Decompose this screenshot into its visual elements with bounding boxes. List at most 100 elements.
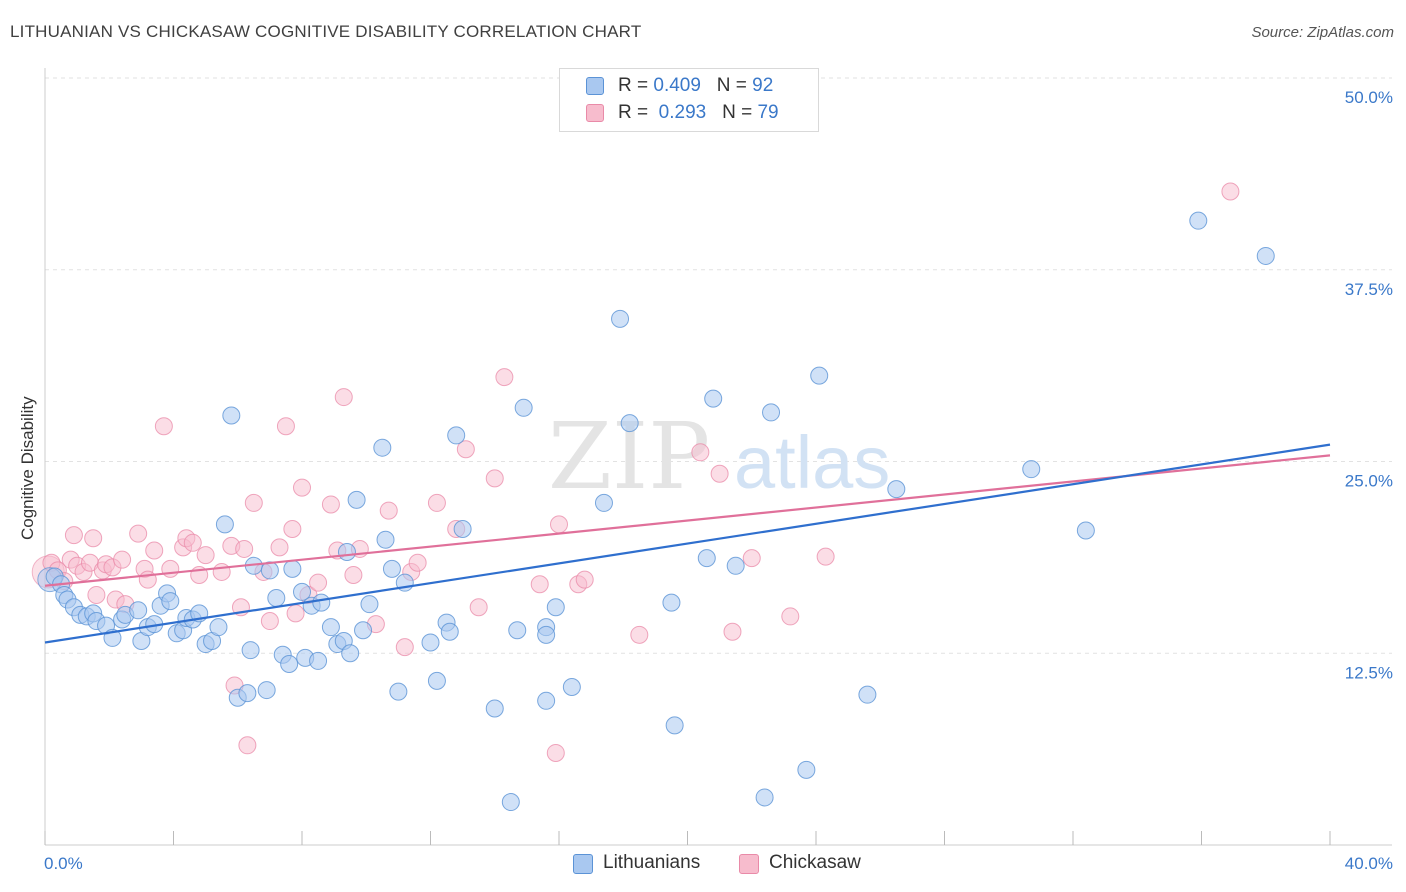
lithuanian-point (382, 559, 401, 578)
lithuanian-point (514, 398, 533, 417)
lithuanian-point (215, 515, 234, 534)
y-tick-label: 12.5% (1345, 663, 1393, 682)
lithuanian-point (354, 621, 373, 640)
trend-lines (44, 443, 1331, 644)
chickasaw-point (196, 546, 215, 565)
legend-stat-lithuanians: R = 0.409 N = 92 (618, 75, 774, 96)
lithuanian-point (546, 598, 565, 617)
legend-swatch-lithuanians (573, 854, 593, 874)
watermark: ZIP atlas (548, 403, 890, 510)
chickasaw-point (816, 547, 835, 566)
chickasaw-point (781, 607, 800, 626)
chickasaw-point (575, 570, 594, 589)
chickasaw-point (485, 469, 504, 488)
lithuanian-point (209, 618, 228, 637)
lithuanian-point (129, 601, 148, 620)
chickasaw-point (293, 478, 311, 497)
lithuanian-trend-line (44, 443, 1331, 644)
chickasaw-point (64, 526, 83, 545)
lithuanian-point (594, 493, 613, 512)
tick-labels: 12.5% 25.0% 37.5% 50.0% 0.0% 40.0% (44, 88, 1393, 873)
chickasaw-point (87, 585, 106, 604)
lithuanian-point (665, 716, 684, 735)
legend-swatch-blue (586, 77, 604, 95)
legend-swatch-pink (586, 104, 604, 122)
chickasaw-point (530, 575, 549, 594)
chickasaw-point (456, 440, 475, 459)
lithuanian-point (447, 426, 466, 445)
chickasaw-point (408, 553, 427, 572)
chickasaw-point (1221, 182, 1240, 201)
lithuanian-point (360, 595, 379, 614)
lithuanian-point (537, 691, 556, 710)
chickasaw-point (630, 625, 649, 644)
lithuanian-point (238, 684, 257, 703)
x-tick-label: 0.0% (44, 854, 83, 873)
chart-source: Source: ZipAtlas.com (1251, 24, 1394, 41)
chickasaw-point (183, 533, 202, 552)
lithuanian-point (293, 582, 311, 601)
y-tick-label: 50.0% (1345, 88, 1393, 107)
chickasaw-point (469, 598, 488, 617)
lithuanian-point (453, 519, 472, 538)
y-tick-label: 37.5% (1345, 280, 1393, 299)
lithuanian-point (283, 559, 302, 578)
chickasaw-point (212, 562, 231, 581)
chart-title: LITHUANIAN VS CHICKASAW COGNITIVE DISABI… (10, 22, 642, 41)
lithuanian-point (1076, 521, 1095, 540)
chickasaw-point (550, 515, 568, 534)
correlation-legend: R = 0.409 N = 92 R = 0.293 N = 79 (559, 68, 819, 132)
lithuanian-point (347, 490, 366, 509)
lithuanian-point (312, 593, 331, 612)
lithuanian-point (1256, 246, 1275, 265)
chickasaw-point (283, 519, 302, 538)
lithuanian-point (485, 699, 504, 718)
chickasaw-point (309, 573, 328, 592)
chickasaw-point (495, 368, 514, 387)
chickasaw-point (427, 493, 446, 512)
chickasaw-point (145, 541, 164, 560)
chickasaw-point (286, 604, 305, 623)
lithuanian-point (1189, 211, 1208, 230)
chickasaw-point (691, 443, 710, 462)
chickasaw-point (276, 417, 295, 436)
chickasaw-point (238, 736, 257, 755)
lithuanian-point (389, 682, 408, 701)
chickasaw-point (113, 550, 132, 569)
chickasaw-point (129, 524, 148, 543)
lithuanian-points (37, 211, 1275, 812)
chickasaw-point (546, 743, 565, 762)
lithuanian-point (501, 793, 520, 812)
lithuanian-point (537, 625, 556, 644)
lithuanian-point (697, 549, 716, 568)
lithuanian-point (341, 644, 360, 663)
lithuanian-point (309, 651, 328, 670)
chickasaw-point (334, 388, 353, 407)
lithuanian-point (280, 654, 299, 673)
lithuanian-point (887, 480, 906, 499)
lithuanian-point (704, 389, 723, 408)
lithuanian-point (376, 530, 395, 549)
chickasaw-point (344, 566, 363, 585)
legend-label-lithuanians: Lithuanians (603, 852, 701, 873)
chickasaw-point (260, 612, 279, 631)
lithuanian-point (810, 366, 829, 385)
legend-stat-chickasaw: R = 0.293 N = 79 (618, 102, 779, 123)
lithuanian-point (257, 681, 276, 700)
chickasaw-point (161, 559, 180, 578)
watermark-atlas: atlas (734, 421, 890, 504)
lithuanian-point (337, 543, 356, 562)
axes (44, 68, 1392, 846)
legend-swatch-chickasaw (739, 854, 759, 874)
y-tick-label: 25.0% (1345, 472, 1393, 491)
lithuanian-point (427, 671, 446, 690)
lithuanian-point (267, 589, 286, 608)
lithuanian-point (662, 593, 681, 612)
lithuanian-point (440, 622, 459, 641)
lithuanian-point (611, 309, 630, 328)
lithuanian-point (161, 592, 180, 611)
lithuanian-point (373, 438, 392, 457)
chickasaw-point (710, 464, 729, 483)
lithuanian-point (726, 556, 745, 575)
